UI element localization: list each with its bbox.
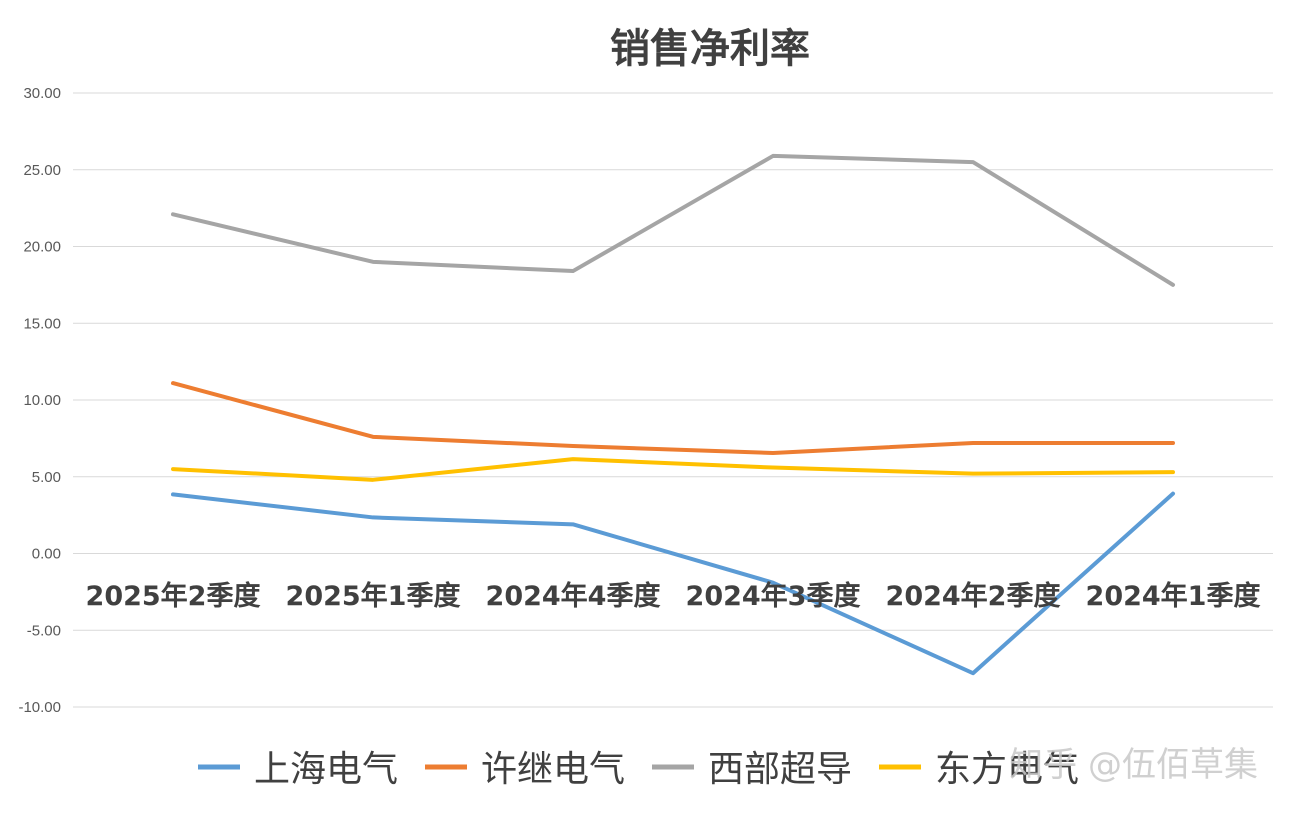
y-tick-label: 0.00 xyxy=(32,546,61,563)
y-tick-label: -10.00 xyxy=(18,699,61,716)
series-line-1 xyxy=(171,491,1175,676)
series-lines xyxy=(171,153,1175,676)
x-axis-ticks: 2025年2季度 2025年1季度 2024年4季度 2024年3季度 2024年2季度… xyxy=(86,580,1261,612)
x-tick-label: 2024年4季度 xyxy=(486,580,661,612)
watermark-text: 知乎 @伍佰草集 xyxy=(1009,745,1258,785)
legend-label: 东方电气 xyxy=(935,749,1079,790)
x-tick-label: 2025年2季度 xyxy=(86,580,261,612)
x-tick-label: 2024年1季度 xyxy=(1086,580,1261,612)
y-tick-label: 10.00 xyxy=(23,392,61,409)
series-line-4 xyxy=(171,457,1175,482)
y-axis-ticks: -10.00 -5.00 0.00 5.00 10.00 15.00 20.00 25.00 3… xyxy=(18,85,61,716)
y-tick-label: 25.00 xyxy=(23,162,61,179)
series-line-2 xyxy=(171,381,1175,455)
x-tick-label: 2024年3季度 xyxy=(686,580,861,612)
y-tick-label: 15.00 xyxy=(23,315,61,332)
series-line-3 xyxy=(171,153,1175,287)
y-tick-label: 30.00 xyxy=(23,85,61,102)
y-tick-label: 5.00 xyxy=(32,469,61,486)
x-tick-label: 2024年2季度 xyxy=(886,580,1061,612)
legend-label: 许继电气 xyxy=(481,749,625,790)
gridlines xyxy=(73,92,1273,708)
y-tick-label: 20.00 xyxy=(23,239,61,256)
legend: 上海电气 许继电气 西部超导 东方电气 xyxy=(198,749,1079,790)
chart-title: 销售净利率 xyxy=(610,25,810,72)
y-tick-label: -5.00 xyxy=(27,622,61,639)
legend-label: 西部超导 xyxy=(708,749,852,790)
legend-label: 上海电气 xyxy=(254,749,398,790)
x-tick-label: 2025年1季度 xyxy=(286,580,461,612)
